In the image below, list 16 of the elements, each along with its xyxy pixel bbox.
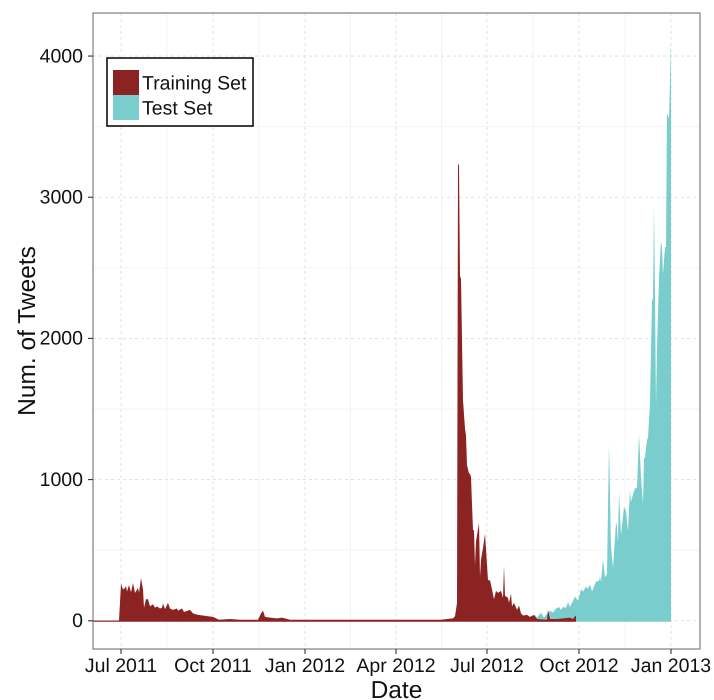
y-axis-title: Num. of Tweets bbox=[14, 246, 41, 416]
y-tick-label: 0 bbox=[72, 610, 84, 632]
y-tick-label: 2000 bbox=[40, 328, 84, 350]
legend-label: Training Set bbox=[142, 72, 247, 94]
y-tick-label: 4000 bbox=[40, 45, 84, 68]
x-tick-label: Oct 2011 bbox=[174, 654, 252, 677]
x-tick-label: Jul 2012 bbox=[450, 654, 524, 677]
x-tick-label: Apr 2012 bbox=[356, 654, 436, 677]
x-tick-label: Oct 2012 bbox=[539, 654, 619, 677]
x-tick-label: Jan 2012 bbox=[264, 654, 346, 677]
x-axis-title: Date bbox=[370, 677, 422, 700]
x-tick-label: Jan 2013 bbox=[630, 654, 712, 677]
x-tick-label: Jul 2011 bbox=[84, 654, 158, 677]
y-tick-label: 1000 bbox=[40, 468, 84, 491]
legend-label: Test Set bbox=[142, 98, 214, 120]
y-tick-label: 3000 bbox=[40, 186, 84, 208]
